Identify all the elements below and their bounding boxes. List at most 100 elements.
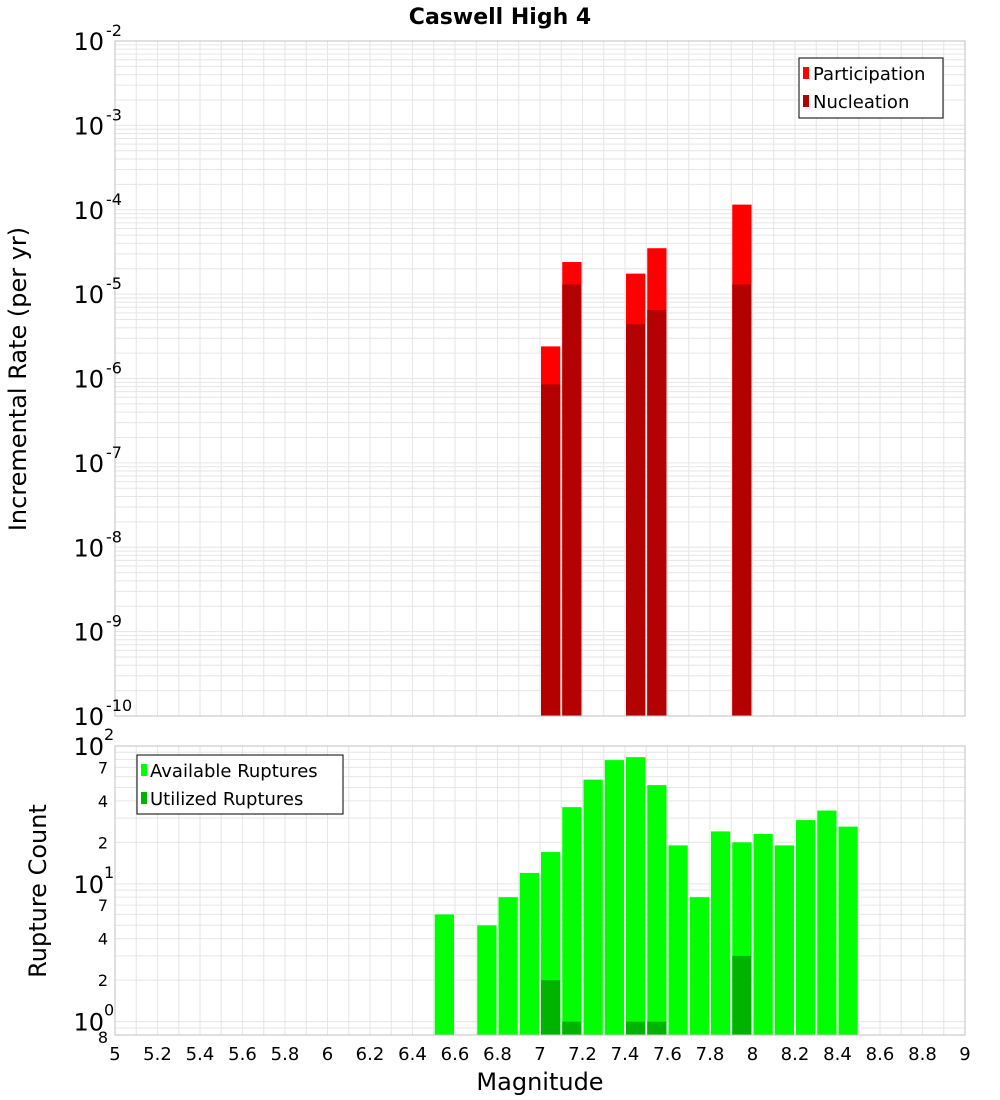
rate-y-tick-base: 10: [73, 703, 104, 731]
utilized-ruptures-bar: [626, 1021, 646, 1035]
rate-y-tick-base: 10: [73, 28, 104, 56]
available-legend-label: Available Ruptures: [150, 761, 318, 782]
x-tick-label: 8.6: [866, 1044, 895, 1065]
available-ruptures-bar: [668, 845, 688, 1035]
count-y-tick-base: 10: [73, 871, 104, 899]
x-tick-label: 5.2: [143, 1044, 172, 1065]
available-ruptures-bar: [498, 897, 518, 1035]
rate-y-tick-base: 10: [73, 112, 104, 140]
x-tick-label: 8.2: [781, 1044, 810, 1065]
rate-y-tick-base: 10: [73, 534, 104, 562]
nucleation-bar: [647, 309, 667, 716]
count-y-tick-base: 10: [73, 1009, 104, 1037]
x-tick-label: 7.4: [611, 1044, 640, 1065]
available-ruptures-bar: [689, 897, 709, 1035]
utilized-legend-label: Utilized Ruptures: [150, 789, 303, 810]
available-legend-swatch: [141, 764, 147, 776]
available-ruptures-bar: [562, 807, 582, 1035]
x-tick-label: 7: [534, 1044, 545, 1065]
available-ruptures-bar: [838, 826, 858, 1035]
x-tick-label: 5.6: [228, 1044, 257, 1065]
nucleation-bar: [562, 284, 582, 716]
count-y-tick-label: 7: [98, 896, 108, 915]
rate-y-axis-label: Incremental Rate (per yr): [4, 227, 32, 531]
count-y-tick-label: 4: [98, 930, 108, 949]
count-y-tick-label: 8: [98, 1028, 108, 1047]
count-y-tick-exponent: 0: [104, 1001, 114, 1020]
rate-y-tick-exponent: -4: [106, 190, 122, 209]
x-tick-label: 9: [959, 1044, 970, 1065]
rate-y-tick-base: 10: [73, 366, 104, 394]
count-y-tick-exponent: 2: [104, 725, 114, 744]
chart-title: Caswell High 4: [409, 5, 591, 30]
x-tick-label: 7.6: [653, 1044, 682, 1065]
available-ruptures-bar: [774, 845, 794, 1035]
x-tick-label: 6.6: [441, 1044, 470, 1065]
rate-y-tick-exponent: -8: [106, 527, 122, 546]
utilized-ruptures-bar: [647, 1021, 667, 1035]
available-ruptures-bar: [604, 760, 624, 1035]
available-ruptures-bar: [817, 810, 837, 1035]
rate-legend: Participation Nucleation: [798, 57, 944, 119]
nucleation-legend-label: Nucleation: [813, 92, 909, 113]
rate-y-tick-exponent: -2: [106, 21, 122, 40]
available-ruptures-bar: [626, 757, 646, 1035]
available-ruptures-bar: [796, 820, 816, 1035]
rate-y-tick-base: 10: [73, 197, 104, 225]
count-legend-box: [136, 754, 344, 815]
rate-y-tick-exponent: -5: [106, 274, 122, 293]
rate-y-tick-base: 10: [73, 619, 104, 647]
rate-y-tick-exponent: -9: [106, 612, 122, 631]
x-tick-label: 8.4: [823, 1044, 852, 1065]
count-y-axis-label: Rupture Count: [24, 804, 52, 978]
rate-y-tick-base: 10: [73, 281, 104, 309]
rate-plot-frame: [114, 40, 966, 717]
x-tick-label: 8: [747, 1044, 758, 1065]
available-ruptures-bar: [647, 785, 667, 1035]
count-y-tick-label: 2: [98, 833, 108, 852]
count-y-tick-base: 10: [73, 733, 104, 761]
rate-y-tick-exponent: -7: [106, 443, 122, 462]
count-bars: [434, 757, 858, 1035]
count-y-tick-label: 4: [98, 792, 108, 811]
rate-y-tick-base: 10: [73, 450, 104, 478]
x-tick-label: 7.8: [696, 1044, 725, 1065]
x-axis-label: Magnitude: [476, 1068, 603, 1096]
rate-legend-box: [798, 57, 944, 119]
x-tick-label: 7.2: [568, 1044, 597, 1065]
rate-bars: [541, 204, 752, 717]
rate-y-tick-exponent: -6: [106, 359, 122, 378]
x-tick-label: 5: [109, 1044, 120, 1065]
nucleation-bar: [732, 284, 752, 716]
rate-y-tick-exponent: -3: [106, 105, 122, 124]
nucleation-bar: [626, 324, 646, 716]
available-ruptures-bar: [434, 914, 454, 1035]
x-tick-label: 6.4: [398, 1044, 427, 1065]
available-ruptures-bar: [583, 779, 603, 1035]
x-tick-label: 6: [322, 1044, 333, 1065]
count-legend: Available Ruptures Utilized Ruptures: [136, 754, 344, 815]
x-tick-label: 8.8: [908, 1044, 937, 1065]
participation-legend-swatch: [803, 67, 809, 79]
utilized-ruptures-bar: [541, 980, 561, 1035]
count-plot-frame: [114, 745, 966, 1036]
x-tick-label: 6.2: [356, 1044, 385, 1065]
utilized-ruptures-bar: [562, 1021, 582, 1035]
x-tick-label: 5.4: [186, 1044, 215, 1065]
rate-y-tick-exponent: -10: [106, 696, 132, 715]
x-tick-label: 6.8: [483, 1044, 512, 1065]
utilized-legend-swatch: [141, 792, 147, 804]
available-ruptures-bar: [753, 833, 773, 1035]
available-ruptures-bar: [477, 925, 497, 1035]
nucleation-bar: [541, 384, 561, 716]
x-axis-tick-labels: 5 5.2 5.4 5.6 5.8 6 6.2 6.4 6.6 6.8 7 7.2 7.4 7.6 7.8 8…: [109, 1044, 970, 1065]
rate-gridlines: [114, 41, 966, 717]
utilized-ruptures-bar: [732, 955, 752, 1035]
available-ruptures-bar: [711, 831, 731, 1035]
nucleation-legend-swatch: [803, 95, 809, 107]
